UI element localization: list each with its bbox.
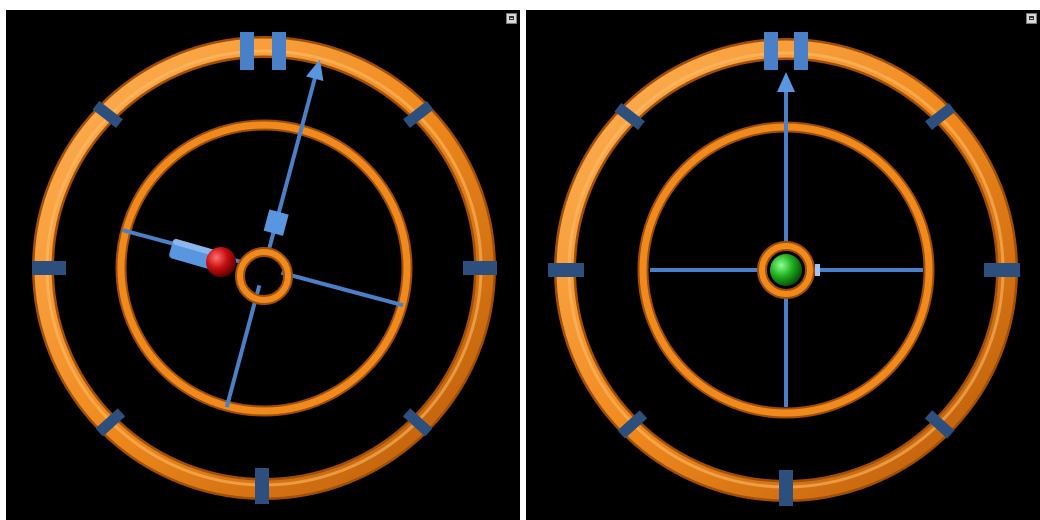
marker-top-right — [403, 100, 434, 128]
hub-ring-surface — [237, 249, 291, 303]
bottom-marker — [255, 468, 269, 504]
outer-ring-markers — [548, 32, 1020, 506]
hub-ring-surface — [759, 243, 813, 297]
hub-stub — [815, 264, 820, 276]
marker-bottom-right — [924, 410, 955, 439]
marker-top-right — [925, 102, 956, 130]
outer-ring-markers — [32, 32, 497, 504]
red-sphere[interactable] — [206, 247, 236, 277]
left-marker — [32, 261, 66, 275]
spoke-right — [280, 270, 404, 308]
arrow-head — [777, 72, 795, 92]
right-marker — [463, 261, 497, 275]
maximize-icon[interactable] — [506, 13, 517, 24]
spokes-left — [122, 126, 404, 408]
maximize-icon[interactable] — [1026, 13, 1037, 24]
top-marker-a — [240, 32, 254, 70]
side-cylinder — [169, 238, 216, 269]
bottom-marker — [779, 470, 793, 506]
viewport-left[interactable] — [6, 10, 520, 520]
gimbal-scene-right — [548, 32, 1020, 506]
viewport-right[interactable] — [526, 10, 1040, 520]
arrow-head — [306, 59, 324, 82]
left-marker — [548, 263, 584, 277]
direction-arrow-right — [777, 72, 795, 124]
top-marker-a — [764, 32, 778, 70]
green-sphere[interactable] — [770, 254, 802, 286]
marker-bottom-right — [402, 408, 433, 437]
spoke-sleeve — [263, 209, 289, 236]
direction-arrow-left — [263, 59, 324, 236]
marker-bottom-left — [617, 410, 648, 439]
spoke-down — [224, 284, 262, 408]
marker-top-left — [614, 102, 645, 130]
marker-top-left — [92, 100, 123, 128]
inner-ring-surface — [117, 121, 411, 415]
marker-bottom-left — [95, 408, 126, 437]
spokes-right — [650, 124, 923, 407]
top-marker-b — [272, 32, 286, 70]
right-marker — [984, 263, 1020, 277]
top-marker-b — [794, 32, 808, 70]
gimbal-scene-left — [32, 32, 497, 504]
